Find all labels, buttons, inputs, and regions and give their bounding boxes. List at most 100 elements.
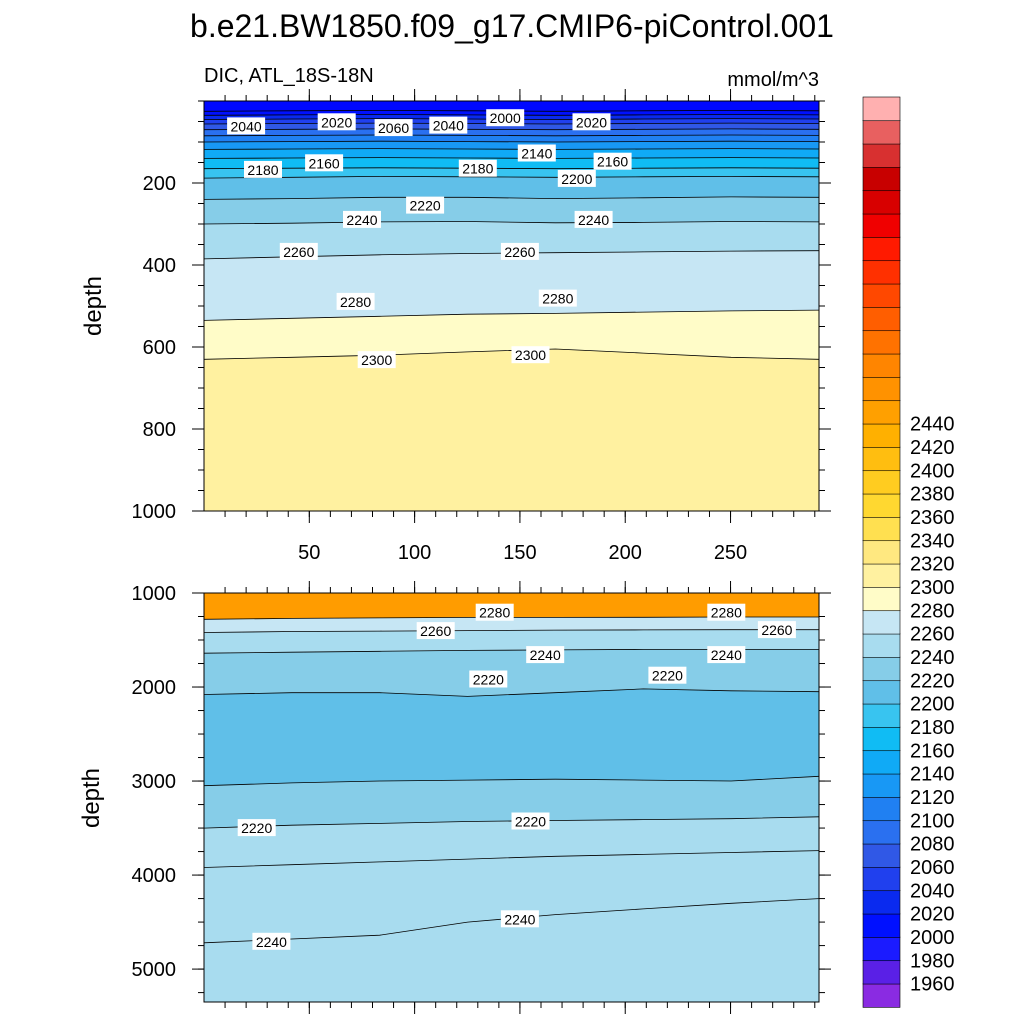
colorbar-box — [862, 540, 901, 565]
contour-band — [204, 850, 819, 943]
contour-label: 2060 — [374, 119, 413, 137]
contour-label-box — [343, 210, 381, 228]
lower-panel: 2280 2280 2260 2260 2240 2240 2220 2220 2220 2220… — [78, 581, 831, 1014]
contour-band — [204, 776, 819, 829]
colorbar-box — [862, 283, 901, 308]
contour-line — [204, 775, 819, 787]
contour-label-box — [227, 117, 266, 135]
colorbar-label: 2240 — [910, 647, 955, 669]
y-tick-label: 200 — [143, 173, 176, 195]
colorbar-box — [862, 843, 901, 868]
contour-label: 2160 — [305, 154, 344, 172]
contour-label-text: 2040 — [231, 118, 262, 134]
colorbar-label: 2160 — [910, 740, 955, 762]
contour-label-box — [572, 113, 611, 131]
contour-label-box — [475, 603, 514, 621]
contour-label-box — [469, 670, 508, 688]
contour-label-box — [458, 159, 497, 177]
contour-label: 2240 — [343, 210, 381, 228]
contour-band — [204, 167, 819, 179]
contour-label-text: 2200 — [561, 171, 592, 187]
contour-label-text: 2180 — [247, 162, 278, 178]
colorbar-label: 2320 — [910, 554, 955, 576]
colorbar-box — [862, 330, 901, 355]
colorbar-box — [862, 610, 901, 635]
contour-label-box — [538, 289, 577, 307]
colorbar-label: 2180 — [910, 717, 955, 739]
contour-label: 2020 — [317, 113, 356, 131]
y-tick-label: 600 — [143, 337, 176, 359]
colorbar: 1960198020002020204020602080210021202140… — [862, 96, 955, 1008]
colorbar-box — [862, 516, 901, 542]
contour-label: 2280 — [538, 289, 577, 307]
contour-label: 2220 — [511, 812, 550, 830]
contour-label: 2220 — [237, 819, 276, 837]
subtitle-right: mmol/m^3 — [727, 69, 819, 91]
colorbar-box — [862, 120, 901, 145]
colorbar-box — [862, 353, 901, 378]
colorbar-box — [862, 446, 901, 472]
x-tick-label: 50 — [298, 542, 320, 564]
contour-label-text: 2220 — [241, 820, 272, 836]
contour-label-box — [374, 119, 413, 137]
contour-label-text: 2240 — [504, 911, 535, 927]
contour-band — [204, 649, 819, 697]
colorbar-label: 2360 — [910, 507, 955, 529]
y-tick-label: 1000 — [132, 501, 177, 523]
contour-label-box — [357, 351, 396, 369]
contour-label-box — [279, 242, 318, 260]
colorbar-box — [862, 680, 901, 705]
contour-band — [204, 629, 819, 654]
contour-label: 2000 — [486, 109, 525, 127]
colorbar-box — [862, 960, 901, 985]
contour-line — [204, 221, 819, 225]
contour-label: 2220 — [469, 670, 508, 688]
colorbar-box — [862, 796, 901, 822]
contour-line — [204, 196, 819, 200]
colorbar-label: 2040 — [910, 880, 955, 902]
colorbar-box — [862, 190, 901, 215]
contour-band — [204, 196, 819, 224]
contour-label-text: 2060 — [378, 120, 409, 136]
contour-label-box — [511, 346, 550, 364]
contour-label-box — [511, 812, 550, 830]
lower-panel-fill — [204, 593, 819, 1002]
colorbar-label: 2220 — [910, 670, 955, 692]
colorbar-box — [862, 773, 901, 798]
contour-band — [204, 349, 819, 511]
contour-band — [204, 135, 819, 142]
upper-panel-fill — [204, 101, 819, 511]
contour-band — [204, 250, 819, 321]
upper-panel-axes: 200 400 600 800 1000 50 100 150 200 250 — [132, 89, 831, 564]
contour-label-text: 2280 — [711, 605, 742, 621]
contour-label-text: 2240 — [256, 934, 287, 950]
contour-label: 2240 — [526, 646, 565, 664]
subtitle-left: DIC, ATL_18S-18N — [204, 65, 374, 87]
contour-label-text: 2260 — [283, 244, 314, 260]
contour-label-text: 2300 — [361, 352, 392, 368]
contour-label-box — [429, 116, 468, 134]
lower-panel-contour-labels: 2280 2280 2260 2260 2240 2240 2220 2220 2220 2220… — [237, 603, 796, 950]
contour-label: 2260 — [279, 242, 318, 260]
contour-label: 2040 — [429, 116, 468, 134]
colorbar-box — [862, 423, 901, 448]
colorbar-label: 2420 — [910, 437, 955, 459]
colorbar-box — [862, 866, 901, 892]
contour-label-box — [317, 113, 356, 131]
colorbar-label: 2080 — [910, 834, 955, 856]
contour-label-box — [648, 666, 687, 684]
contour-line — [204, 140, 819, 143]
contour-band — [204, 128, 819, 136]
contour-label: 2240 — [707, 646, 746, 664]
colorbar-label: 2300 — [910, 577, 955, 599]
contour-label-box — [757, 621, 796, 639]
figure-title: b.e21.BW1850.f09_g17.CMIP6-piControl.001 — [190, 8, 834, 44]
contour-label: 2260 — [500, 242, 539, 260]
contour-label: 2220 — [648, 666, 687, 684]
contour-label-text: 2280 — [340, 294, 371, 310]
colorbar-box — [862, 633, 901, 658]
colorbar-label: 2380 — [910, 484, 955, 506]
colorbar-label: 2140 — [910, 764, 955, 786]
contour-label: 2020 — [572, 113, 611, 131]
